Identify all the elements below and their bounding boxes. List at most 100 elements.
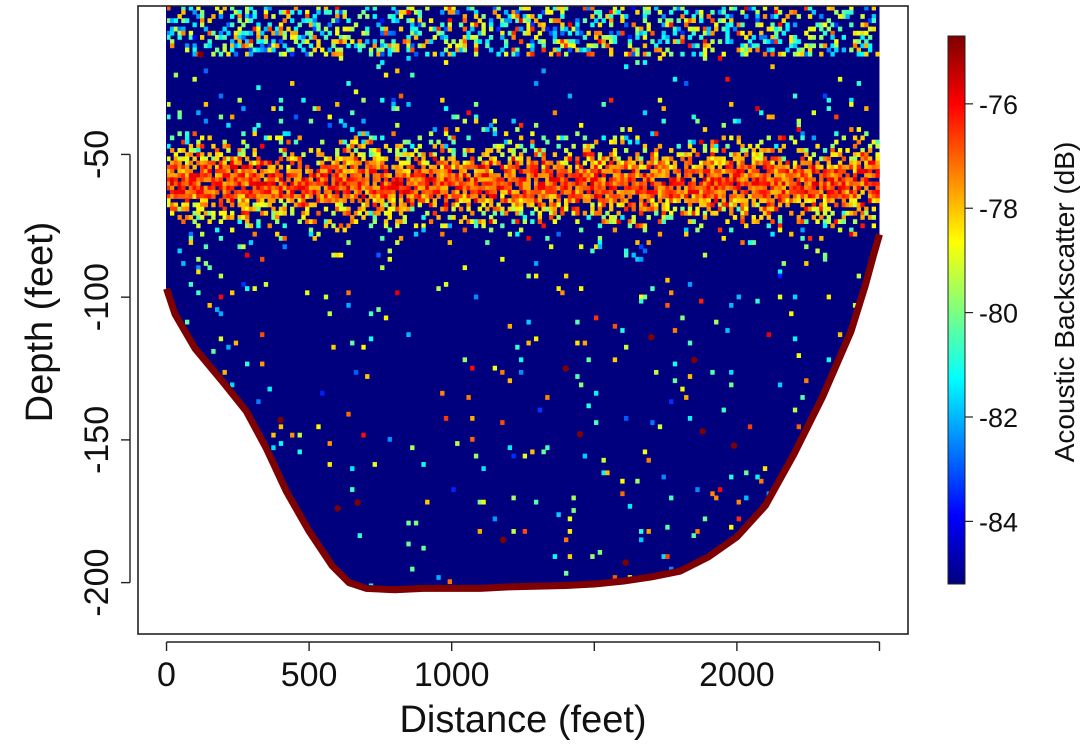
echo-cell: [500, 194, 505, 199]
echo-cell: [736, 177, 741, 183]
echo-cell: [500, 164, 505, 170]
echo-cell: [338, 202, 344, 208]
echo-cell: [275, 194, 280, 199]
echo-cell: [372, 39, 377, 44]
echo-cell: [807, 26, 813, 32]
echo-cell: [496, 14, 501, 19]
echo-cell: [256, 173, 261, 178]
echo-cell: [631, 51, 636, 57]
echo-cell: [522, 189, 528, 195]
echo-cell: [680, 14, 685, 19]
echo-cell: [777, 185, 783, 191]
echo-cell: [177, 30, 182, 36]
echo-cell: [342, 14, 347, 19]
echo-cell: [477, 499, 483, 505]
echo-cell: [530, 143, 535, 149]
echo-cell: [781, 261, 786, 266]
echo-cell: [867, 189, 873, 195]
echo-cell: [372, 14, 377, 19]
echo-cell: [575, 177, 580, 183]
echo-cell: [181, 156, 186, 162]
echo-cell: [699, 173, 704, 178]
echo-cell: [796, 185, 801, 191]
echo-cell: [612, 181, 618, 187]
echo-cell: [597, 156, 603, 162]
echo-cell: [203, 198, 209, 204]
echo-cell: [669, 189, 674, 195]
echo-cell: [507, 30, 513, 36]
echo-cell: [612, 6, 618, 11]
echo-cell: [387, 51, 392, 57]
echo-cell: [372, 194, 377, 199]
echo-cell: [822, 206, 828, 212]
echo-cell: [635, 156, 640, 162]
echo-cell: [353, 369, 359, 375]
echo-cell: [807, 164, 813, 170]
echo-cell: [706, 202, 711, 208]
echo-cell: [323, 164, 329, 170]
echo-cell: [256, 181, 261, 187]
echo-cell: [691, 26, 696, 32]
echo-cell: [729, 173, 734, 178]
echo-cell: [781, 173, 786, 178]
echo-cell: [691, 18, 696, 24]
echo-cell: [624, 160, 629, 166]
echo-cell: [458, 185, 464, 191]
echo-cell: [522, 219, 528, 225]
echo-cell: [680, 181, 685, 187]
echo-cell: [578, 173, 584, 178]
echo-cell: [380, 18, 385, 24]
echo-cell: [578, 194, 584, 199]
echo-cell: [293, 6, 299, 11]
echo-cell: [725, 35, 730, 40]
echo-cell: [642, 143, 648, 149]
echo-cell: [845, 14, 850, 19]
echo-cell: [301, 198, 306, 204]
echo-cell: [533, 189, 539, 195]
echo-cell: [245, 6, 250, 11]
echo-cell: [691, 210, 696, 216]
echo-cell: [639, 202, 644, 208]
echo-cell: [800, 210, 805, 216]
echo-cell: [522, 30, 528, 36]
echo-cell: [740, 189, 745, 195]
echo-cell: [451, 9, 456, 15]
echo-cell: [736, 118, 741, 124]
echo-cell: [218, 198, 224, 204]
echo-cell: [639, 206, 644, 212]
echo-cell: [263, 189, 269, 195]
echo-cell: [271, 198, 276, 204]
echo-cell: [432, 210, 437, 216]
echo-cell: [556, 135, 561, 141]
echo-cell: [563, 6, 569, 11]
echo-cell: [541, 173, 546, 178]
echo-cell: [601, 18, 606, 24]
echo-cell: [410, 72, 415, 78]
echo-cell: [815, 168, 820, 174]
echo-cell: [669, 9, 674, 15]
echo-cell: [826, 164, 831, 170]
echo-cell: [331, 164, 336, 170]
echo-cell: [248, 160, 254, 166]
echo-cell: [222, 215, 227, 220]
echo-cell: [350, 160, 355, 166]
echo-cell: [455, 198, 460, 204]
echo-cell: [406, 189, 411, 195]
echo-cell: [665, 18, 670, 24]
echo-cell: [327, 462, 332, 467]
echo-cell: [331, 173, 336, 178]
echo-cell: [421, 223, 426, 229]
echo-cell: [627, 156, 633, 162]
echo-cell: [605, 168, 610, 174]
echo-cell: [421, 215, 426, 220]
echo-cell: [252, 127, 257, 132]
echo-cell: [533, 160, 539, 166]
echo-cell: [203, 168, 209, 174]
echo-cell: [507, 206, 513, 212]
echo-cell: [721, 148, 726, 153]
echo-cell: [391, 185, 396, 191]
echo-cell: [740, 194, 745, 199]
echo-cell: [271, 168, 276, 174]
echo-cell: [196, 256, 201, 262]
echo-cell: [792, 185, 798, 191]
